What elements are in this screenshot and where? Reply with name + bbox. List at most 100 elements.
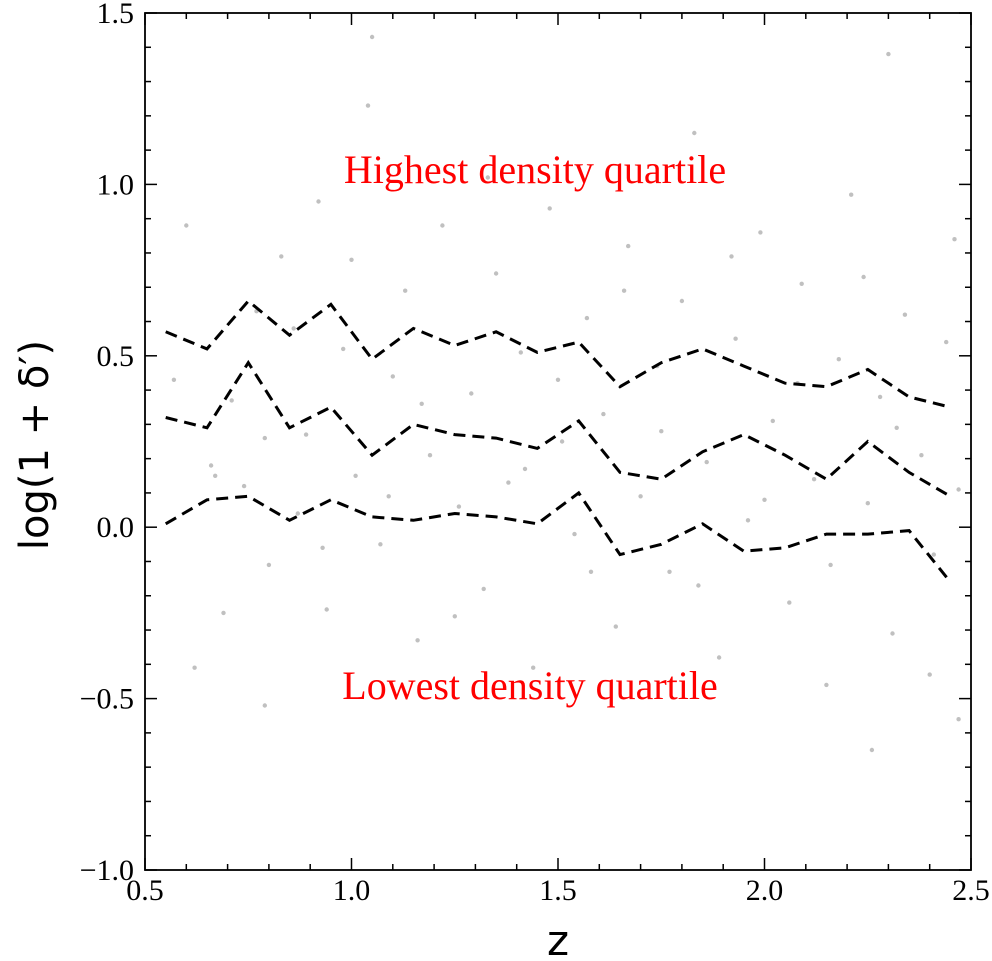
scatter-point [324,607,329,612]
scatter-point [427,453,433,458]
scatter-point [555,377,561,382]
scatter-point [679,298,685,304]
scatter-point [262,703,267,708]
scatter-point [865,501,870,506]
scatter-point [316,199,321,204]
scatter-point [349,257,354,262]
y-axis-label: log(1 + δ′) [12,340,58,550]
scatter-point [787,600,792,605]
scatter-point [828,562,833,568]
scatter-point [365,103,371,108]
scatter-point [811,477,817,482]
scatter-point [659,429,664,434]
annotation-lowest: Lowest density quartile [342,663,717,708]
scatter-point [485,175,490,180]
x-tick-label: 2.5 [952,874,990,907]
scatter-point [745,518,751,523]
y-tick-label: 1.5 [97,0,135,30]
scatter-point [192,665,197,670]
scatter-point [522,466,528,472]
quartile-lines [164,298,952,583]
scatter-point [927,672,932,677]
scatter-point [877,394,883,400]
scatter-point [758,230,763,235]
scatter-point [518,350,523,355]
scatter-point [341,346,346,352]
scatter-point [886,51,891,57]
scatter-point [320,545,325,550]
scatter-point [956,487,961,492]
scatter-point [869,747,875,753]
scatter-point [704,459,709,465]
scatter-point [902,312,908,317]
x-tick-label: 1.5 [539,874,577,907]
scatter-point [493,271,499,276]
scatter-point [266,562,272,568]
scatter-point [403,288,408,293]
plot-frame [144,12,972,871]
scatter-point [419,401,424,406]
scatter-point [481,586,486,592]
y-tick-label: 1.0 [97,168,135,201]
scatter-point [452,614,457,619]
scatter-point [626,243,631,249]
scatter-point [572,531,577,537]
scatter-point [353,473,358,478]
scatter-point [588,569,594,574]
scatter-point [386,494,391,499]
y-tick-label: −0.5 [80,683,134,716]
scatter-point [824,682,829,688]
annotation-highest: Highest density quartile [344,147,726,192]
scatter-point [770,418,775,424]
scatter-point [378,542,383,547]
scatter-point [213,473,218,478]
scatter-point [171,377,177,382]
scatter-point [956,717,961,722]
scatter-point [890,631,895,636]
scatter-point [559,439,565,444]
x-tick-label: 1.0 [333,874,371,907]
scatter-point [415,638,420,643]
scatter-point [601,411,606,417]
scatter-point [667,569,672,574]
scatter-point [279,254,284,259]
scatter-point [291,326,296,331]
scatter-point [221,610,226,616]
scatter-point [531,665,536,670]
scatter-points [171,34,961,753]
scatter-point [303,432,309,437]
scatter-point [894,425,899,430]
scatter-point [547,206,552,211]
y-tick-label: 0.0 [97,511,135,544]
x-tick-label: 2.0 [746,874,784,907]
scatter-point [638,494,643,499]
quartile-line-2 [165,359,952,498]
scatter-point [440,223,445,228]
scatter-point [584,315,590,321]
scatter-point [733,336,738,341]
scatter-point [456,504,462,509]
y-tick-label: −1.0 [80,854,134,887]
scatter-point [729,254,734,259]
quartile-line-3 [164,490,952,583]
scatter-point [849,192,854,197]
y-tick-label: 0.5 [97,340,135,373]
scatter-point [861,274,866,280]
scatter-point [469,391,474,396]
scatter-point [799,281,804,286]
scatter-point [621,288,627,293]
scatter-point [613,624,618,629]
scatter-point [241,483,247,489]
scatter-point [506,480,511,485]
tick-labels: 0.5 1.0 1.5 2.0 2.5 −1.0 −0.5 0.0 0.5 1.0 1.5 [80,0,990,907]
scatter-point [369,34,375,40]
x-axis-label: z [547,916,569,961]
scatter-point [919,453,924,458]
scatter-point [262,435,267,441]
scatter-point [208,463,214,468]
scatter-point [696,583,701,588]
scatter-point [952,237,957,242]
scatter-point [184,223,189,228]
scatter-point [716,655,722,660]
